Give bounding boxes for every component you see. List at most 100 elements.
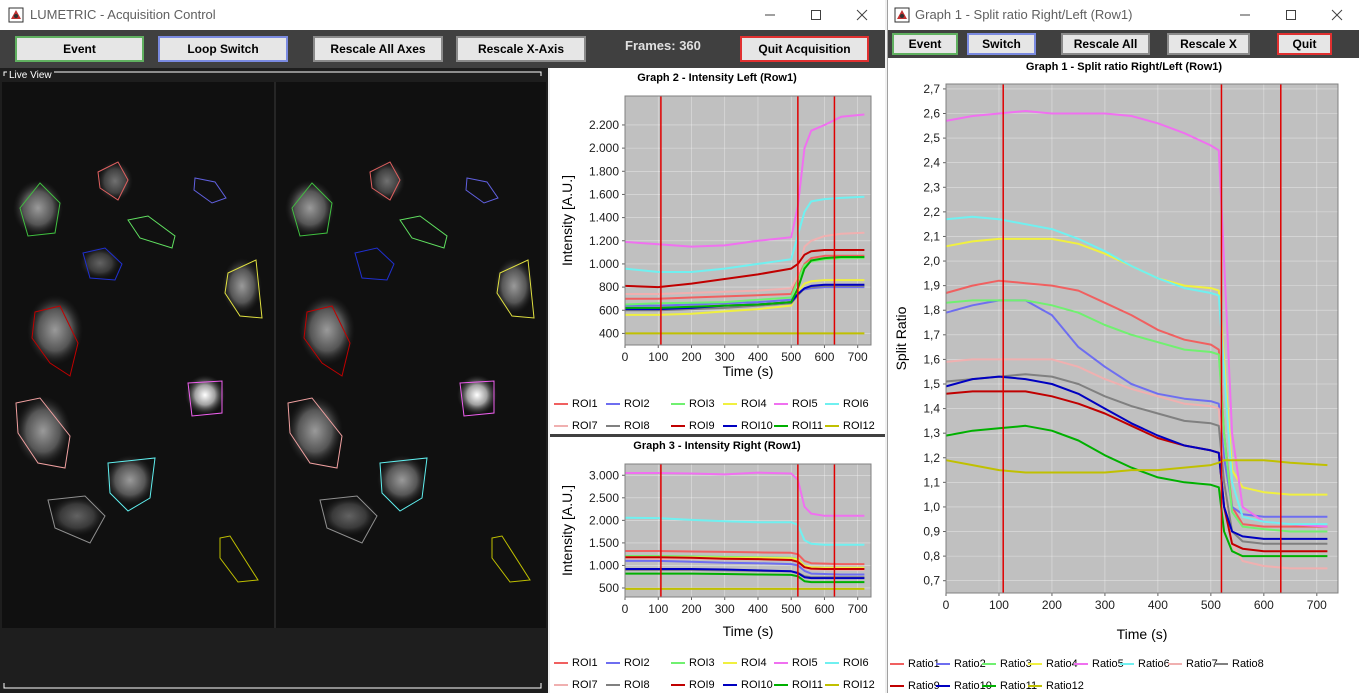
series-line-ratio5 [945, 110, 1328, 528]
rescale-x-button[interactable]: Rescale X [1167, 33, 1250, 55]
panel-divider[interactable] [550, 434, 885, 437]
quit-button[interactable]: Quit [1277, 33, 1332, 55]
legend-swatch [1028, 685, 1042, 687]
chart-title: Graph 3 - Intensity Right (Row1) [633, 440, 801, 452]
legend-label: ROI9 [689, 420, 715, 432]
y-tick-label: 1.600 [589, 187, 619, 201]
legend-label: Ratio2 [954, 658, 986, 670]
y-tick-label: 2,0 [923, 254, 940, 268]
legend-swatch [723, 403, 737, 405]
legend-item-roi2: ROI2 [606, 657, 650, 669]
y-tick-label: 1,2 [923, 451, 940, 465]
series-line-roi11 [625, 256, 865, 309]
title-bar[interactable]: Graph 1 - Split ratio Right/Left (Row1) [888, 0, 1359, 30]
legend-label: ROI3 [689, 657, 715, 669]
legend-item-roi6: ROI6 [825, 398, 869, 410]
y-tick-label: 1,6 [923, 352, 940, 366]
legend-item-roi3: ROI3 [671, 657, 715, 669]
loop-switch-button[interactable]: Loop Switch [158, 36, 288, 62]
rescale-all-button[interactable]: Rescale All [1061, 33, 1150, 55]
window-title: LUMETRIC - Acquisition Control [30, 7, 216, 22]
legend-swatch [774, 684, 788, 686]
y-axis-label: Split Ratio [893, 306, 909, 370]
legend-label: ROI1 [572, 657, 598, 669]
legend-swatch [606, 662, 620, 664]
rescale-all-axes-button[interactable]: Rescale All Axes [313, 36, 443, 62]
legend-swatch [554, 403, 568, 405]
legend-item-roi7: ROI7 [554, 420, 598, 432]
x-tick-label: 600 [814, 350, 834, 364]
close-icon[interactable] [839, 0, 885, 30]
x-tick-label: 500 [781, 350, 801, 364]
series-line-ratio9 [945, 390, 1328, 553]
x-tick-label: 300 [715, 602, 735, 616]
series-line-ratio1 [945, 279, 1328, 528]
legend-item-ratio8: Ratio8 [1214, 658, 1264, 670]
y-tick-label: 2,1 [923, 229, 940, 243]
x-tick-label: 400 [748, 602, 768, 616]
x-tick-label: 0 [622, 350, 629, 364]
legend-label: ROI10 [741, 420, 773, 432]
legend-label: ROI2 [624, 657, 650, 669]
legend-label: ROI12 [843, 679, 875, 691]
y-tick-label: 2.500 [589, 491, 619, 505]
intensity-left-chart[interactable]: 0 100 200 300 400 500 600 700 400 600 800 1.000 1.20… [550, 68, 885, 393]
legend-swatch [671, 403, 685, 405]
quit-acquisition-button[interactable]: Quit Acquisition [740, 36, 869, 62]
x-tick-label: 700 [1307, 598, 1327, 612]
graph-intensity-right-panel: Graph 3 - Intensity Right (Row1) 0 100 200… [550, 437, 885, 693]
legend-item-roi10: ROI10 [723, 420, 773, 432]
legend-label: ROI8 [624, 679, 650, 691]
y-tick-label: 1.000 [589, 257, 619, 271]
legend-item-roi2: ROI2 [606, 398, 650, 410]
legend-swatch [1214, 663, 1228, 665]
legend-swatch [1028, 663, 1042, 665]
y-tick-label: 1,8 [923, 303, 940, 317]
legend-label: Ratio6 [1138, 658, 1170, 670]
legend-item-roi7: ROI7 [554, 679, 598, 691]
live-view-panel[interactable]: Live View [0, 68, 548, 693]
split-ratio-window: Graph 1 - Split ratio Right/Left (Row1) … [887, 0, 1359, 693]
maximize-icon[interactable] [793, 0, 839, 30]
maximize-icon[interactable] [1268, 0, 1314, 30]
legend-swatch [982, 663, 996, 665]
rescale-x-axis-button[interactable]: Rescale X-Axis [456, 36, 586, 62]
y-tick-label: 2,6 [923, 107, 940, 121]
legend-label: ROI3 [689, 398, 715, 410]
y-axis-label: Intensity [A.U.] [559, 175, 575, 266]
minimize-icon[interactable] [1222, 0, 1268, 30]
y-tick-label: 1,5 [923, 377, 940, 391]
event-button[interactable]: Event [15, 36, 144, 62]
legend-swatch [890, 685, 904, 687]
series-line-ratio8 [945, 373, 1328, 545]
series-line-ratio4 [945, 237, 1328, 496]
legend-item-roi11: ROI11 [774, 679, 823, 691]
series-line-roi11 [625, 572, 865, 584]
legend-swatch [671, 425, 685, 427]
x-axis-label: Time (s) [1117, 626, 1168, 642]
series-line-roi2 [625, 559, 865, 576]
event-button[interactable]: Event [892, 33, 958, 55]
series-line-roi9 [624, 249, 865, 289]
y-tick-label: 2.000 [589, 141, 619, 155]
series-line-ratio7 [945, 358, 1328, 570]
x-tick-label: 500 [781, 602, 801, 616]
intensity-right-chart[interactable]: 0 100 200 300 400 500 600 700 500 1.000 1.500 2.000… [550, 437, 885, 647]
legend-item-roi12: ROI12 [825, 679, 875, 691]
minimize-icon[interactable] [747, 0, 793, 30]
legend-swatch [890, 663, 904, 665]
x-tick-label: 500 [1201, 598, 1221, 612]
title-bar[interactable]: LUMETRIC - Acquisition Control [0, 0, 885, 30]
close-icon[interactable] [1314, 0, 1359, 30]
legend-item-ratio1: Ratio1 [890, 658, 940, 670]
x-tick-label: 100 [989, 598, 1009, 612]
split-ratio-chart[interactable]: 0 100 200 300 400 500 600 700 0,7 0,8 0,9 1,0 1,1 1,2… [888, 58, 1359, 648]
legend-swatch [723, 684, 737, 686]
legend-item-roi6: ROI6 [825, 657, 869, 669]
switch-button[interactable]: Switch [967, 33, 1036, 55]
legend-swatch [671, 684, 685, 686]
series-line-ratio10 [945, 375, 1328, 540]
legend-item-roi9: ROI9 [671, 420, 715, 432]
legend-item-roi5: ROI5 [774, 657, 818, 669]
x-tick-label: 200 [681, 350, 701, 364]
